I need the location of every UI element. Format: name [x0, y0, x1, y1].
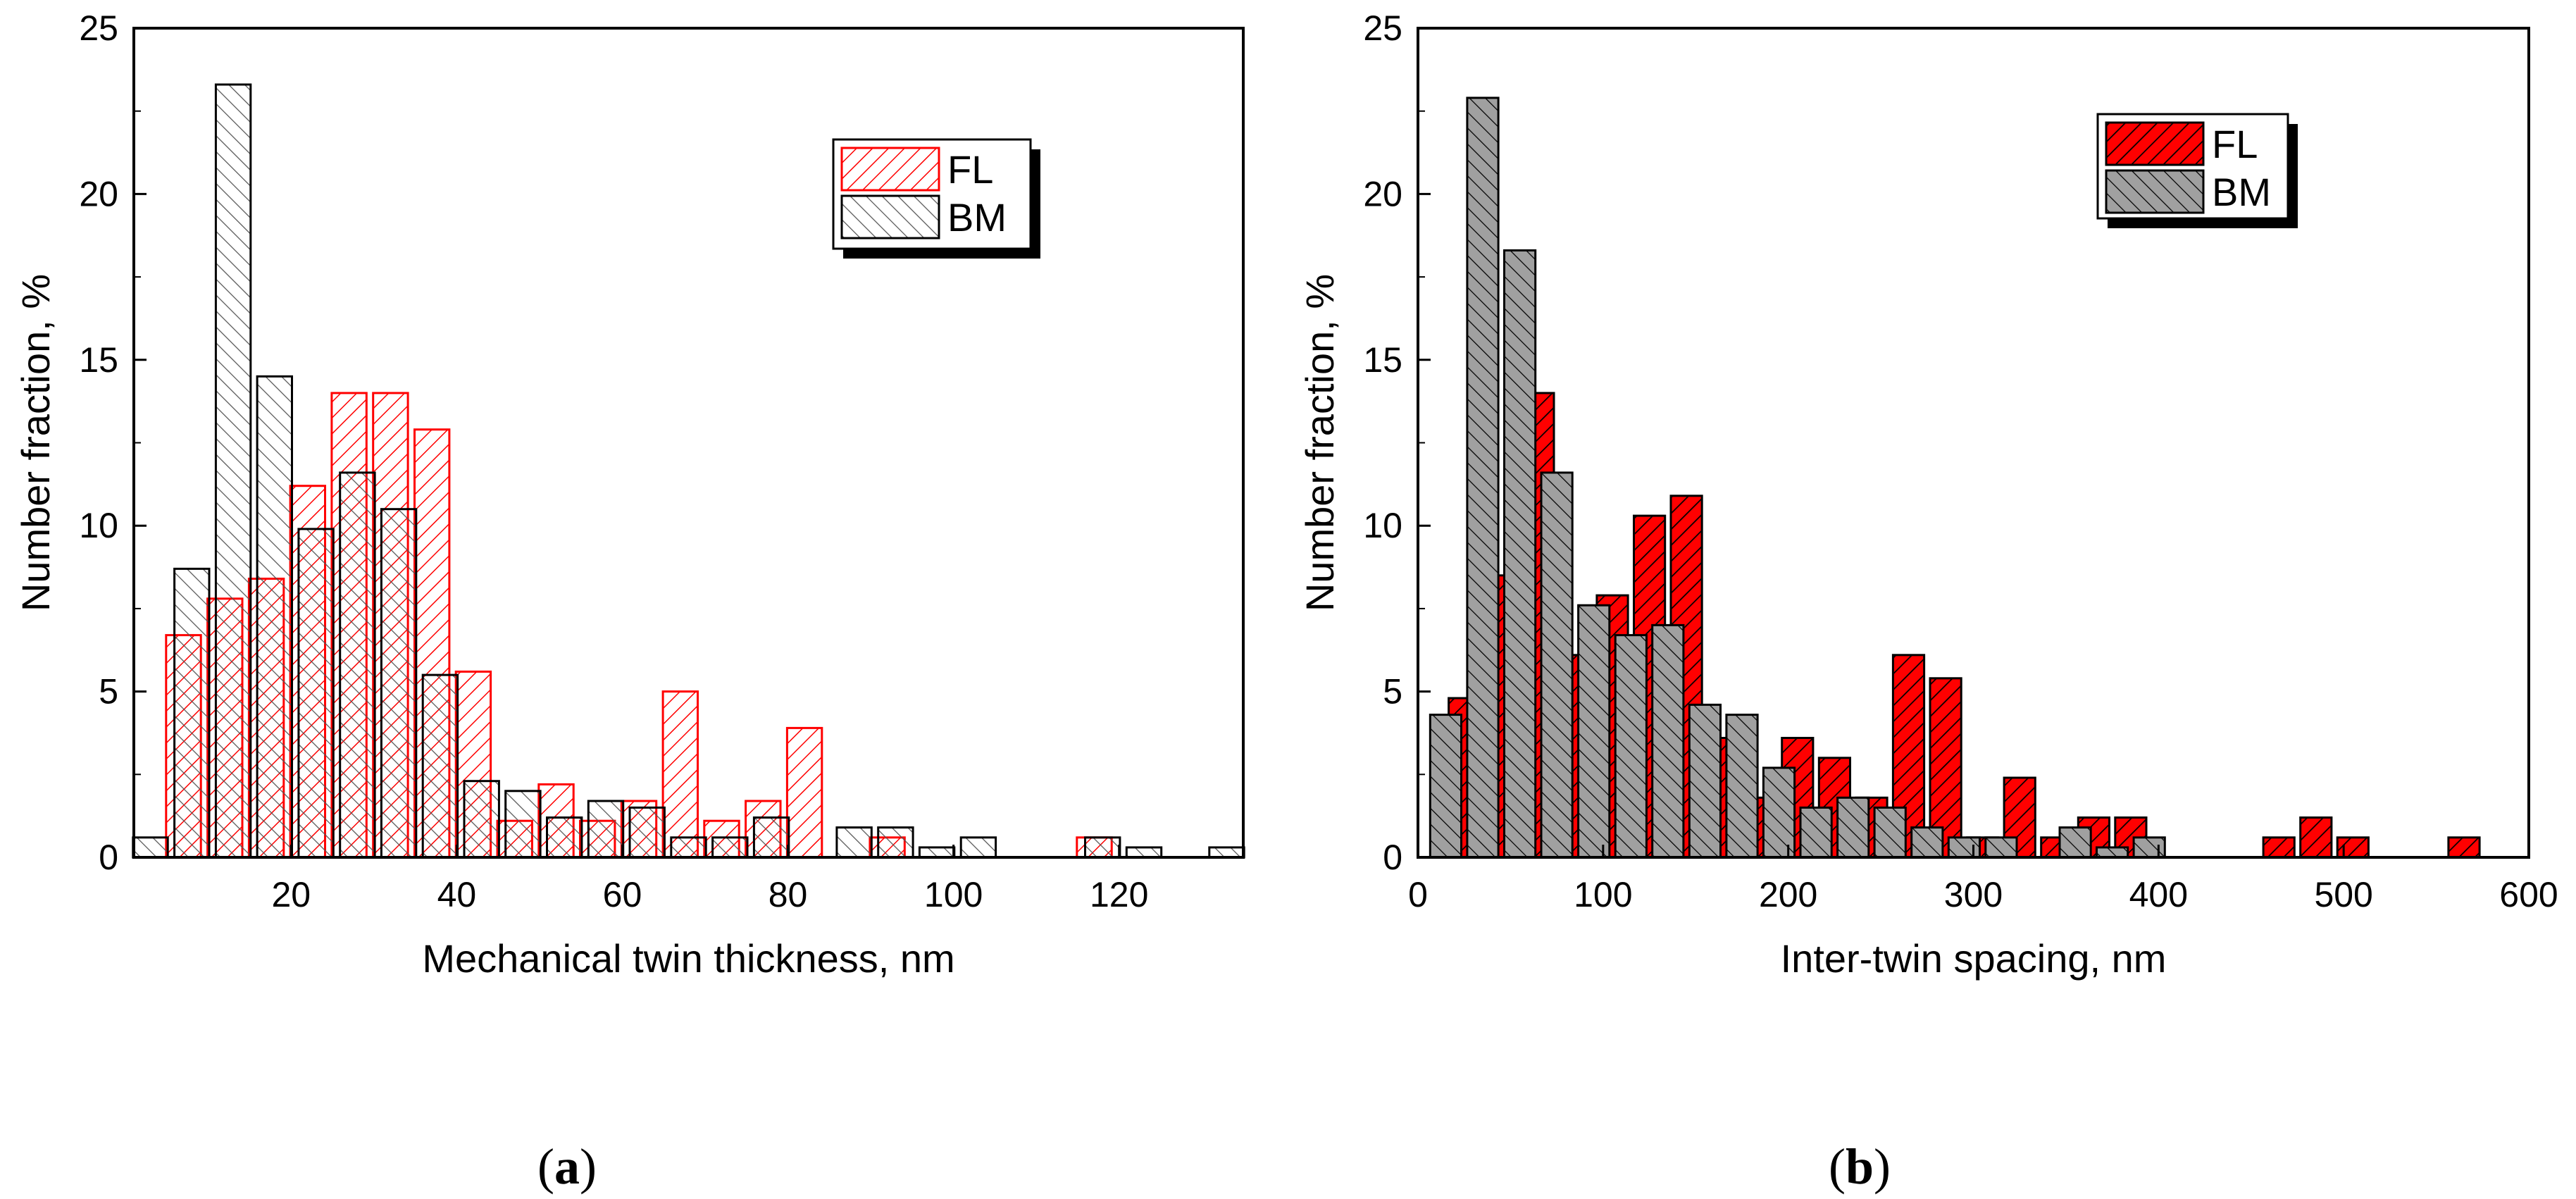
- bar-bm-15: [1429, 714, 1463, 859]
- x-axis-label: Inter-twin spacing, nm: [1781, 936, 2167, 981]
- panel-a-chart: 0 5 10 15 20 25 20 40 60 80 100 120 Mechanical twin …: [13, 8, 1245, 981]
- bar-bm-118: [1084, 836, 1121, 859]
- y-tick-label: 10: [1363, 506, 1402, 545]
- bar-bm-255: [1873, 806, 1907, 859]
- bar-bm-195: [1762, 766, 1796, 859]
- y-tick-label: 5: [99, 672, 118, 712]
- y-tick-label: 20: [79, 174, 118, 213]
- x-axis-label: Mechanical twin thickness, nm: [422, 936, 954, 981]
- bar-bm-115: [1614, 634, 1648, 859]
- legend-label-fl: FL: [947, 147, 993, 192]
- bar-bm-98: [918, 846, 956, 859]
- bar-bm-215: [1799, 806, 1833, 859]
- panel-b-chart: 0 5 10 15 20 25 0 100 200 300 400 500 600 Inter-twin …: [1298, 8, 2558, 981]
- bar-bm-43: [463, 780, 500, 859]
- x-tick-label: 500: [2314, 875, 2372, 914]
- bar-bm-75: [1540, 471, 1574, 859]
- y-tick-label: 15: [79, 340, 118, 380]
- x-tick-label: 300: [1944, 875, 2003, 914]
- bar-bm-133: [1208, 846, 1245, 859]
- bar-bm-275: [1910, 826, 1944, 859]
- bar-fl-67: [661, 690, 699, 859]
- bar-bm-63: [628, 806, 666, 859]
- panel-b-caption: (b): [1829, 1138, 1891, 1195]
- x-tick-label: 400: [2129, 875, 2188, 914]
- y-tick-label: 10: [79, 506, 118, 545]
- y-tick-label: 5: [1383, 672, 1402, 712]
- x-tick-label: 60: [603, 875, 642, 914]
- bar-bm-68: [670, 836, 707, 859]
- y-axis-label: Number fraction, %: [13, 274, 58, 611]
- x-tick-label: 200: [1759, 875, 1817, 914]
- bar-bm-123: [1125, 846, 1163, 859]
- bar-fl-485: [2299, 816, 2333, 859]
- y-tick-label: 0: [1383, 838, 1402, 877]
- bar-bm-3: [132, 836, 169, 859]
- bar-fl-82: [785, 726, 823, 859]
- y-tick-label: 25: [1363, 8, 1402, 48]
- legend-label-fl: FL: [2212, 122, 2258, 166]
- x-tick-label: 40: [437, 875, 477, 914]
- bar-bm-23: [297, 528, 335, 859]
- bar-bm-375: [2096, 846, 2129, 859]
- bar-fl-505: [2336, 836, 2370, 859]
- x-tick-label: 100: [1574, 875, 1632, 914]
- bar-bm-95: [1577, 604, 1611, 859]
- bar-bm-18: [256, 375, 294, 859]
- bar-bm-8: [173, 567, 211, 859]
- legend-label-bm: BM: [2212, 170, 2271, 214]
- legend-swatch-bm: [840, 194, 940, 240]
- bar-bm-235: [1836, 796, 1870, 859]
- y-tick-label: 20: [1363, 174, 1402, 213]
- x-tick-label: 20: [272, 875, 311, 914]
- y-tick-label: 0: [99, 838, 118, 877]
- bar-bm-78: [752, 816, 790, 859]
- bar-fl-465: [2262, 836, 2296, 859]
- bar-bm-295: [1947, 836, 1981, 859]
- x-tick-label: 80: [769, 875, 808, 914]
- bar-bm-395: [2132, 836, 2166, 859]
- bar-bm-103: [959, 836, 997, 859]
- x-tick-label: 100: [924, 875, 983, 914]
- bar-bm-48: [504, 790, 542, 859]
- bar-bm-175: [1725, 714, 1759, 859]
- bar-bm-58: [587, 800, 625, 859]
- bar-fl-565: [2447, 836, 2481, 859]
- bar-bm-355: [2058, 826, 2092, 859]
- bar-bm-93: [877, 826, 914, 859]
- x-tick-label: 600: [2499, 875, 2558, 914]
- bar-bm-55: [1503, 249, 1537, 859]
- bar-bm-155: [1688, 703, 1722, 859]
- bar-bm-88: [835, 826, 873, 859]
- bar-bm-13: [214, 83, 252, 859]
- y-tick-label: 15: [1363, 340, 1402, 380]
- bar-bm-28: [339, 471, 376, 859]
- y-tick-label: 25: [79, 8, 118, 48]
- bar-bm-38: [421, 673, 459, 859]
- legend-label-bm: BM: [947, 195, 1007, 240]
- x-tick-label: 0: [1408, 875, 1428, 914]
- legend-swatch-fl: [840, 147, 940, 192]
- bar-bm-73: [711, 836, 749, 859]
- bar-bm-33: [380, 508, 418, 859]
- bar-bm-135: [1651, 623, 1685, 859]
- bar-bm-35: [1466, 97, 1500, 859]
- legend-swatch-fl: [2105, 121, 2205, 166]
- y-axis-label: Number fraction, %: [1298, 274, 1342, 611]
- panel-a-caption: (a): [537, 1138, 597, 1195]
- bar-bm-53: [546, 816, 583, 859]
- bar-bm-315: [1984, 836, 2018, 859]
- x-tick-label: 120: [1090, 875, 1148, 914]
- legend-swatch-bm: [2105, 169, 2205, 214]
